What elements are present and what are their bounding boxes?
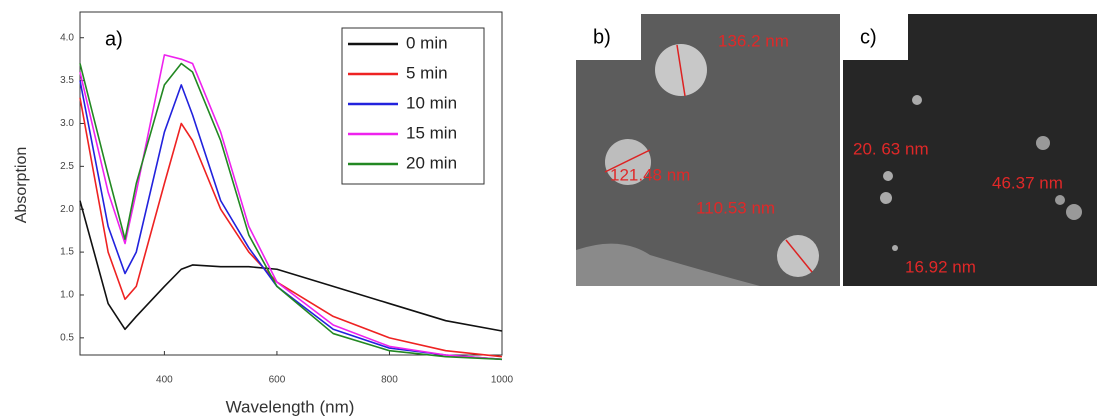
panel-label: c) — [860, 26, 877, 48]
y-tick-label: 3.0 — [60, 118, 74, 129]
y-tick-label: 2.0 — [60, 204, 74, 215]
scale-annotation: 121.48 nm — [610, 165, 690, 184]
y-tick-label: 3.5 — [60, 75, 74, 86]
x-tick-label: 1000 — [491, 375, 514, 386]
series-line — [79, 80, 503, 361]
x-tick-label: 800 — [381, 375, 398, 386]
x-tick-label: 600 — [269, 375, 286, 386]
legend-label: 10 min — [406, 93, 457, 112]
scale-annotation: 16.92 nm — [905, 257, 976, 276]
legend-label: 15 min — [406, 123, 457, 142]
panel-label: a) — [105, 28, 123, 50]
scale-annotation: 46.37 nm — [992, 173, 1063, 192]
scale-annotation: 136.2 nm — [718, 31, 789, 50]
legend-label: 0 min — [406, 33, 448, 52]
panel-label: b) — [593, 26, 611, 48]
y-axis-label: Absorption — [13, 147, 30, 224]
x-axis-label: Wavelength (nm) — [226, 397, 355, 416]
scale-annotation: 20. 63 nm — [853, 139, 929, 158]
scale-annotation: 110.53 nm — [696, 198, 775, 217]
plot-frame — [79, 11, 503, 356]
y-tick-label: 4.0 — [60, 32, 74, 43]
y-tick-label: 0.5 — [60, 332, 74, 343]
y-tick-label: 1.0 — [60, 290, 74, 301]
legend-box — [341, 27, 485, 185]
series-line — [79, 62, 503, 361]
legend-label: 5 min — [406, 63, 448, 82]
series-line — [79, 54, 503, 361]
panel-label-box — [843, 14, 908, 60]
series-line — [79, 200, 503, 332]
series-line — [79, 97, 503, 358]
y-tick-label: 1.5 — [60, 247, 74, 258]
panel-label-box — [576, 14, 641, 60]
legend-label: 20 min — [406, 153, 457, 172]
y-tick-label: 2.5 — [60, 161, 74, 172]
x-tick-label: 400 — [156, 375, 173, 386]
